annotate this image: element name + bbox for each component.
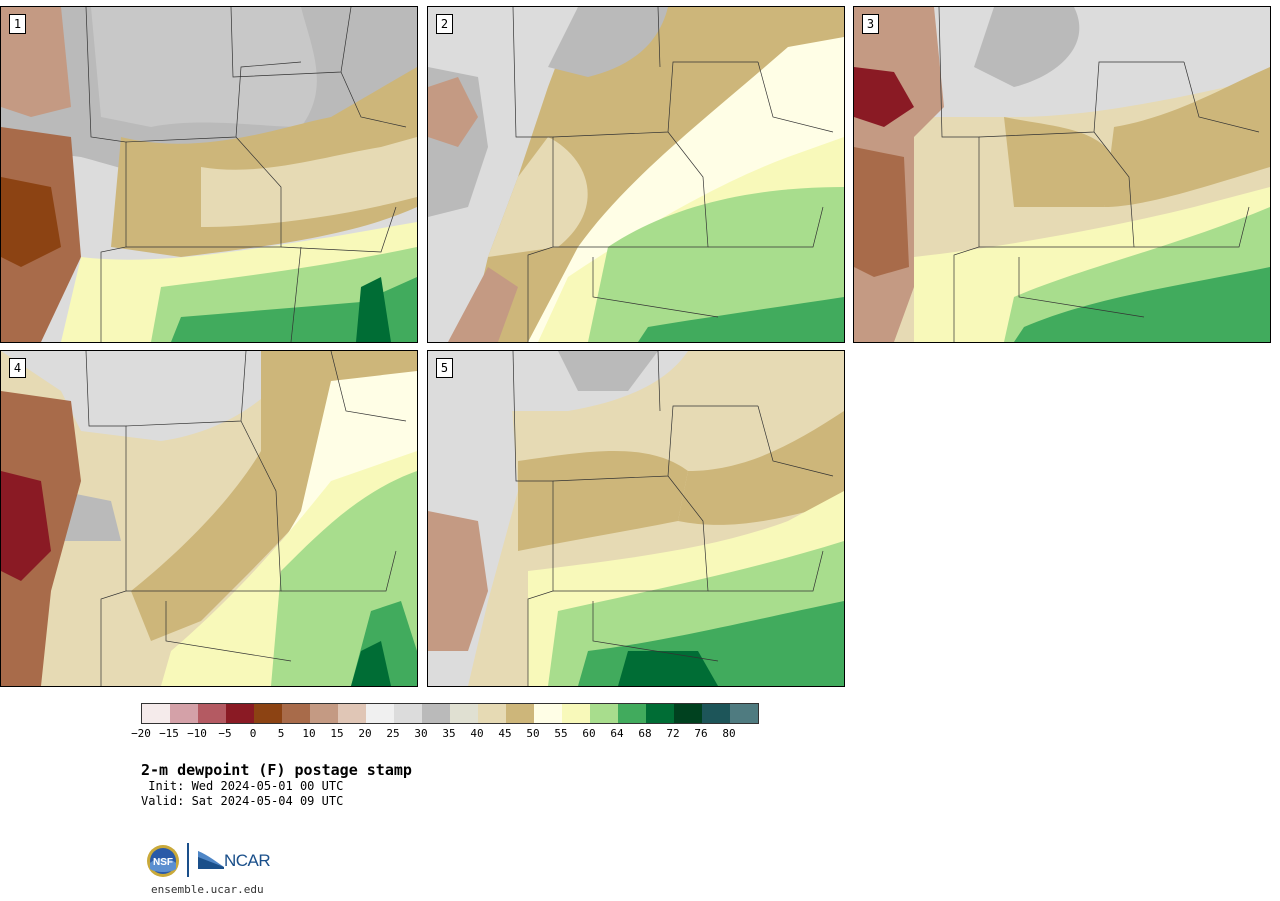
colorbar-segment [618,704,646,723]
colorbar-tick-label: 50 [526,727,540,740]
colorbar-segment [478,704,506,723]
colorbar-tick-label: 45 [498,727,512,740]
colorbar-segment [702,704,730,723]
colorbar-segment [226,704,254,723]
init-time: Init: Wed 2024-05-01 00 UTC [141,779,344,793]
colorbar-segment [646,704,674,723]
map-panel-5: 5 [427,350,845,687]
ncar-logo-text: NCAR [224,851,271,870]
colorbar-segment [198,704,226,723]
dewpoint-map-3 [854,7,1270,342]
panel-number-label: 3 [862,14,879,34]
dewpoint-colorbar [141,703,759,724]
dewpoint-map-5 [428,351,844,686]
colorbar-segment [366,704,394,723]
colorbar-tick-label: 5 [277,727,285,740]
colorbar-tick-label: 15 [330,727,344,740]
colorbar-segment [562,704,590,723]
colorbar-segment [674,704,702,723]
colorbar-tick-label: 60 [582,727,596,740]
colorbar-segment [170,704,198,723]
dewpoint-map-2 [428,7,844,342]
colorbar-segment [394,704,422,723]
ncar-logo-icon [198,851,224,869]
nsf-logo-text: NSF [153,857,173,868]
colorbar-tick-label: 40 [470,727,484,740]
panel-number-label: 4 [9,358,26,378]
colorbar-tick-label: 72 [666,727,680,740]
panel-number-label: 1 [9,14,26,34]
panel-number-label: 2 [436,14,453,34]
colorbar-tick-label: 10 [302,727,316,740]
colorbar-tick-label: −20 [131,727,151,740]
map-panel-4: 4 [0,350,418,687]
colorbar-ticks: −20 −15 −10 −5 0 5 10 15 20 25 30 35 40 45 50 55 60 64 68 7… [131,727,761,741]
colorbar-tick-label: 80 [722,727,736,740]
colorbar-segment [730,704,758,723]
colorbar-segment [422,704,450,723]
panel-number-label: 5 [436,358,453,378]
colorbar-tick-label: −10 [187,727,207,740]
colorbar-tick-label: 30 [414,727,428,740]
map-panel-3: 3 [853,6,1271,343]
logos: NSF NCAR [144,843,284,879]
colorbar-segment [506,704,534,723]
colorbar-tick-label: 55 [554,727,568,740]
dewpoint-map-4 [1,351,417,686]
colorbar-segment [450,704,478,723]
colorbar-tick-label: 35 [442,727,456,740]
colorbar-segment [282,704,310,723]
colorbar-segment [590,704,618,723]
colorbar-tick-label: 20 [358,727,372,740]
colorbar-segment [310,704,338,723]
map-panel-1: 1 [0,6,418,343]
valid-time: Valid: Sat 2024-05-04 09 UTC [141,794,344,808]
logo-divider [187,843,189,877]
colorbar-tick-label: −5 [218,727,232,740]
colorbar-tick-label: 64 [610,727,624,740]
site-url: ensemble.ucar.edu [151,883,264,896]
colorbar-tick-label: 25 [386,727,400,740]
colorbar-segment [254,704,282,723]
colorbar-segment [534,704,562,723]
map-panel-2: 2 [427,6,845,343]
colorbar-segment [338,704,366,723]
plot-title: 2-m dewpoint (F) postage stamp [141,761,412,779]
colorbar-tick-label: 68 [638,727,652,740]
colorbar-tick-label: 76 [694,727,708,740]
colorbar-tick-label: −15 [159,727,179,740]
colorbar-tick-label: 0 [249,727,257,740]
dewpoint-map-1 [1,7,417,342]
nsf-logo-icon: NSF [147,845,179,877]
colorbar-segment [142,704,170,723]
